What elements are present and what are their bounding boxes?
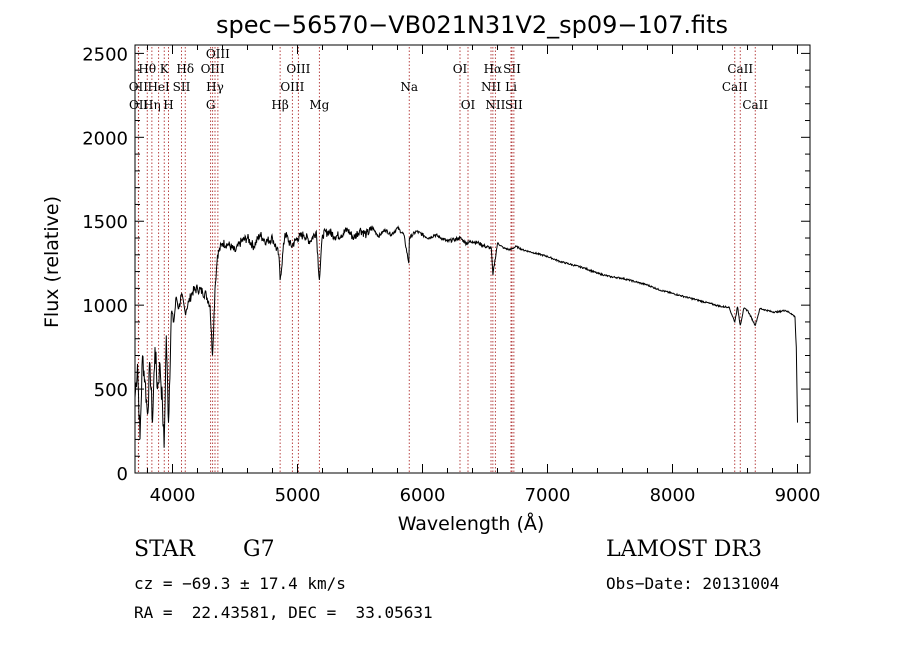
spectral-line-label: OIII (206, 47, 230, 61)
spectral-line-label: OII (129, 98, 149, 112)
survey-name: LAMOST DR3 (606, 537, 762, 562)
spectral-line-label: Mg (309, 98, 329, 112)
x-tick-label: 6000 (400, 485, 446, 506)
spectral-line-label: CaII (742, 98, 768, 112)
object-subclass: G7 (243, 537, 275, 562)
x-tick-label: 5000 (275, 485, 321, 506)
x-tick-label: 7000 (525, 485, 571, 506)
spectral-line-label: OIII (201, 62, 225, 76)
spectral-line-label: OIII (280, 80, 304, 94)
axes: 4000 5000 6000 7000 8000 9000 0 500 1000 1500 2000… (82, 44, 820, 506)
spectral-line-label: K (160, 62, 170, 76)
spectral-line-label: Na (400, 80, 418, 94)
spectral-line-label: Hα (484, 62, 503, 76)
spectral-line-label: Hδ (176, 62, 194, 76)
spectral-line-label: OI (453, 62, 468, 76)
flux-series-line (134, 225, 798, 448)
spectral-line-label: Hγ (206, 80, 224, 94)
chart-title: spec−56570−VB021N31V2_sp09−107.fits (216, 11, 728, 39)
spectral-line-label: HeI (147, 80, 170, 94)
coordinates: RA = 22.43581, DEC = 33.05631 (134, 603, 433, 622)
spectral-line-label: H (163, 98, 173, 112)
series-layer (134, 225, 798, 448)
spectral-line-label: Li (505, 80, 517, 94)
y-tick-label: 500 (94, 380, 128, 401)
x-tick-label: 9000 (775, 485, 821, 506)
spectral-line-label: G (206, 98, 216, 112)
x-tick-label: 8000 (650, 485, 696, 506)
spectral-line-label: SII (503, 62, 521, 76)
y-tick-label: 0 (117, 464, 128, 485)
y-axis-label: Flux (relative) (41, 196, 63, 328)
spectral-line-label: CaII (727, 62, 753, 76)
redshift-velocity: cz = −69.3 ± 17.4 km/s (134, 574, 346, 593)
spectral-line-label: Hη (143, 98, 161, 112)
y-tick-label: 2500 (82, 44, 128, 65)
spectral-line-label: NII (485, 98, 505, 112)
spectral-line-label: OI (461, 98, 476, 112)
x-axis-label: Wavelength (Å) (398, 512, 545, 535)
x-tick-label: 4000 (150, 485, 196, 506)
spectral-lines: HθOIIOIIHηHeIKHSIIHδGOIIIHγOIIIHβOIIIOII… (129, 47, 768, 473)
spectral-line-label: SII (505, 98, 523, 112)
spectral-line-label: Hθ (138, 62, 156, 76)
spectral-line-label: NII (481, 80, 501, 94)
object-class: STAR (134, 537, 195, 562)
y-tick-label: 1000 (82, 296, 128, 317)
spectral-line-label: CaII (722, 80, 748, 94)
spectral-line-label: OIII (286, 62, 310, 76)
y-tick-label: 1500 (82, 212, 128, 233)
spectral-line-label: Hβ (271, 98, 288, 112)
y-tick-label: 2000 (82, 128, 128, 149)
spectral-line-label: SII (173, 80, 191, 94)
observation-date: Obs−Date: 20131004 (606, 574, 780, 593)
